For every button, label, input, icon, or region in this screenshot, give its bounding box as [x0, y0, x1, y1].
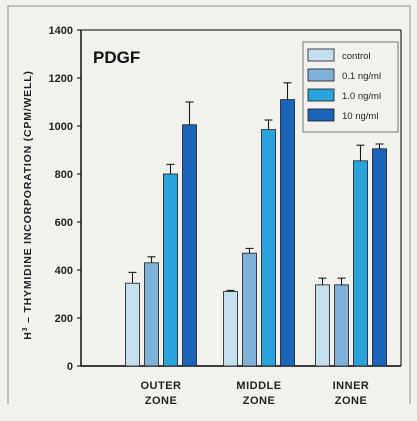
bar	[125, 282, 140, 367]
bar	[315, 284, 330, 367]
legend-swatch	[307, 68, 335, 82]
x-categories: OUTER ZONE MIDDLE ZONE INNER ZONE	[141, 380, 370, 407]
legend-swatch	[307, 88, 335, 102]
bar	[163, 173, 178, 367]
legend-label: control	[342, 51, 371, 62]
bar	[223, 291, 238, 367]
legend: control 0.1 ng/ml 1.0 ng/ml 10 ng/ml	[302, 41, 399, 133]
y-tick-label: 0	[67, 361, 73, 373]
y-axis-label: H3 – THYMIDINE INCORPORATION (CPM/WELL)	[22, 70, 34, 339]
y-tick-label: 1000	[49, 121, 73, 133]
legend-label: 0.1 ng/ml	[342, 71, 381, 82]
category-label-line2: ZONE	[335, 395, 368, 407]
bar	[242, 252, 257, 367]
legend-label: 1.0 ng/ml	[342, 91, 381, 102]
bar	[182, 124, 197, 367]
legend-swatch	[307, 48, 335, 62]
y-tick-label: 200	[55, 313, 73, 325]
legend-label: 10 ng/ml	[342, 111, 378, 122]
category-label-line2: ZONE	[145, 395, 178, 407]
bar	[261, 129, 276, 367]
axes: 0 200 400 600 800 1000 1200 1400	[49, 25, 402, 373]
bar	[144, 262, 159, 367]
category-label-line2: ZONE	[243, 395, 276, 407]
y-tick-label: 800	[55, 169, 73, 181]
legend-box	[302, 41, 399, 133]
y-tick-label: 400	[55, 265, 73, 277]
bar	[280, 99, 295, 367]
panel-border	[7, 5, 411, 404]
y-axis-label-rest: – THYMIDINE INCORPORATION (CPM/WELL)	[22, 70, 34, 326]
plot-frame	[7, 5, 411, 404]
y-axis-label-main: H	[22, 331, 34, 339]
y-tick-label: 1400	[49, 25, 73, 37]
legend-swatch	[307, 108, 335, 122]
y-axis-label-superscript: 3	[22, 327, 29, 332]
y-tick-label: 1200	[49, 73, 73, 85]
category-label-line1: MIDDLE	[236, 380, 281, 392]
y-tick-label: 600	[55, 217, 73, 229]
bar	[353, 160, 368, 367]
bars	[125, 82, 387, 367]
chart-title: PDGF	[93, 48, 140, 67]
category-label-line1: OUTER	[141, 380, 182, 392]
bar	[372, 148, 387, 367]
category-label-line1: INNER	[333, 380, 370, 392]
bar	[334, 284, 349, 367]
